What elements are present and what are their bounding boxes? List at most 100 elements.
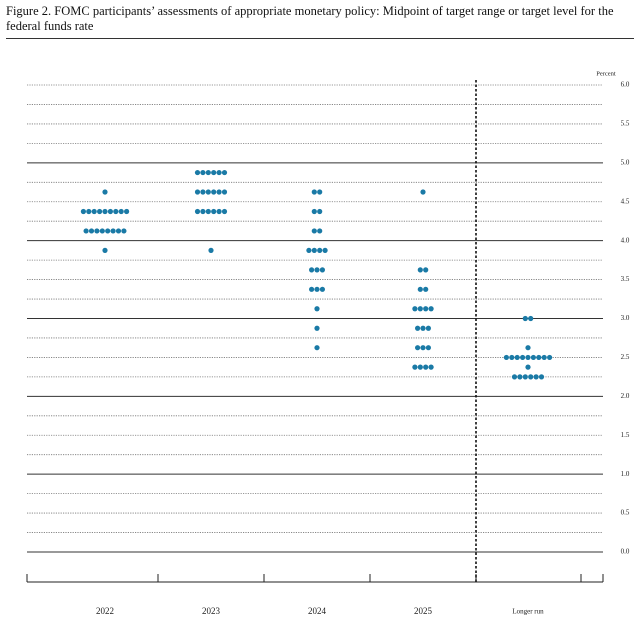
dot <box>107 208 113 215</box>
dot <box>102 189 108 195</box>
dot <box>525 364 531 370</box>
dot <box>115 228 122 234</box>
x-tick-label: 2022 <box>96 606 114 616</box>
dot <box>216 169 222 176</box>
x-tick-label: 2023 <box>202 606 221 616</box>
y-tick-label: 0.0 <box>621 548 630 556</box>
y-tick-label: 2.5 <box>621 353 630 361</box>
dot <box>522 315 528 322</box>
dot <box>538 374 545 380</box>
dot <box>528 374 534 380</box>
dot <box>317 228 323 234</box>
dot <box>311 228 317 234</box>
dot <box>216 208 222 215</box>
y-tick-label: 4.5 <box>621 197 630 205</box>
dot <box>309 267 315 273</box>
dot <box>124 208 130 215</box>
dot <box>194 169 201 176</box>
x-tick-label: 2024 <box>308 606 327 616</box>
dot <box>317 247 323 253</box>
dot <box>322 247 328 253</box>
dot <box>317 189 323 195</box>
chart-title: Figure 2. FOMC participants’ assessments… <box>6 4 634 39</box>
dot <box>420 189 426 195</box>
y-tick-label: 5.5 <box>621 120 630 128</box>
dot <box>211 189 217 195</box>
dot <box>530 354 537 361</box>
dot <box>525 354 531 361</box>
dot <box>425 345 431 351</box>
dot <box>102 208 108 215</box>
dot <box>503 354 509 361</box>
dot <box>514 354 520 361</box>
dot <box>221 169 228 176</box>
dot <box>205 169 211 176</box>
y-tick-label: 2.0 <box>621 392 630 400</box>
x-tick-label: 2025 <box>414 606 433 616</box>
dot <box>311 189 317 195</box>
dot <box>200 208 206 215</box>
dot <box>412 364 418 370</box>
y-tick-label: 3.5 <box>621 275 630 283</box>
dot <box>205 189 211 195</box>
dot <box>317 208 323 215</box>
dot <box>194 208 201 215</box>
dot <box>121 228 127 234</box>
dot <box>221 208 228 215</box>
dot <box>528 315 534 322</box>
dot <box>200 189 206 195</box>
dot <box>314 286 320 292</box>
dot <box>314 267 320 273</box>
dot <box>88 228 95 234</box>
dot <box>423 306 429 312</box>
dot <box>311 208 317 215</box>
dot <box>216 189 222 195</box>
dot <box>113 208 119 215</box>
dot <box>97 208 103 215</box>
dot <box>319 286 325 292</box>
dot <box>105 228 111 234</box>
y-tick-label: 4.0 <box>621 236 630 244</box>
dot <box>306 247 312 253</box>
dot <box>110 228 116 234</box>
y-axis-label: Percent <box>596 70 616 77</box>
dot <box>428 306 434 312</box>
dot <box>533 374 539 380</box>
dot <box>211 208 217 215</box>
y-tick-label: 0.5 <box>621 509 630 517</box>
dot <box>420 325 426 331</box>
dot <box>94 228 100 234</box>
dot <box>415 345 421 351</box>
dot <box>200 169 206 176</box>
dot <box>415 325 421 331</box>
dot <box>428 364 434 370</box>
dot <box>91 208 97 215</box>
dot <box>525 345 531 351</box>
y-tick-label: 5.0 <box>621 158 630 166</box>
dot <box>423 267 429 273</box>
dot <box>423 286 429 292</box>
dot <box>423 364 429 370</box>
dot <box>417 267 423 273</box>
dot <box>99 228 105 234</box>
dot <box>86 208 92 215</box>
dot <box>509 354 515 361</box>
dot <box>511 374 518 380</box>
dot <box>417 306 423 312</box>
y-tick-label: 3.0 <box>621 314 630 322</box>
dot <box>536 354 542 361</box>
dot <box>314 325 320 331</box>
dot <box>319 267 325 273</box>
y-tick-label: 1.5 <box>621 431 630 439</box>
dot <box>412 306 418 312</box>
dot <box>417 364 423 370</box>
y-tick-label: 6.0 <box>621 81 630 89</box>
dot <box>520 354 526 361</box>
dot <box>420 345 426 351</box>
dot <box>194 189 201 195</box>
dot <box>547 354 553 361</box>
x-tick-label: Longer run <box>512 608 544 616</box>
dot <box>102 247 108 253</box>
